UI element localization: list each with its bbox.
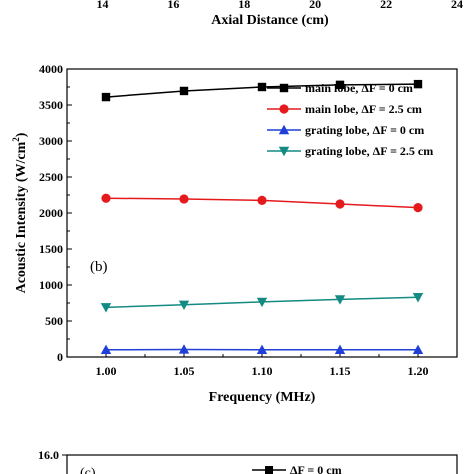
- top-x-tick-label: 14: [96, 0, 108, 11]
- data-point: [334, 344, 346, 354]
- bottom-legend-marker: [265, 466, 273, 474]
- y-tick-label: 1500: [39, 242, 63, 256]
- bottom-panel-strip: 16.0 (c) ΔF = 0 cm: [38, 448, 458, 474]
- legend-label: main lobe, ΔF = 0 cm: [305, 81, 413, 95]
- top-axis-xlabel: Axial Distance (cm): [211, 13, 329, 28]
- bottom-panel-label: (c): [80, 466, 96, 474]
- y-tick-label: 4000: [39, 62, 63, 76]
- series-2: [101, 193, 423, 213]
- top-x-tick-label: 18: [238, 0, 250, 11]
- data-point: [101, 193, 111, 203]
- legend: main lobe, ΔF = 0 cm main lobe, ΔF = 2.5 …: [267, 81, 433, 158]
- data-point: [179, 194, 189, 204]
- data-point: [413, 203, 423, 213]
- data-point: [335, 80, 345, 90]
- y-tick-label: 0: [57, 350, 63, 364]
- x-tick-label: 1.20: [408, 364, 429, 378]
- y-tick-label: 3500: [39, 98, 63, 112]
- series-4: [100, 293, 424, 313]
- y-tick-label: 1000: [39, 278, 63, 292]
- legend-label: grating lobe, ΔF = 2.5 cm: [305, 144, 433, 158]
- y-axis-label: Acoustic Intensity (W/cm2): [11, 132, 29, 293]
- legend-marker: [279, 83, 289, 93]
- top-x-tick-label: 16: [167, 0, 179, 11]
- bottom-legend-label: ΔF = 0 cm: [290, 463, 342, 474]
- bottom-plot-frame: [66, 454, 458, 474]
- top-x-tick-label: 24: [451, 0, 463, 11]
- y-axis-ticks: 0 500 1000 1500 2000 2500 3000 3500 4000: [39, 62, 72, 364]
- y-tick-label: 2500: [39, 170, 63, 184]
- data-point: [178, 344, 190, 354]
- legend-label: grating lobe, ΔF = 0 cm: [305, 123, 424, 137]
- data-point: [256, 297, 268, 308]
- data-point: [412, 293, 424, 303]
- legend-marker: [278, 124, 290, 135]
- data-point: [101, 92, 111, 102]
- data-point: [100, 344, 112, 354]
- data-point: [256, 344, 268, 354]
- bottom-y-tick-label: 16.0: [38, 448, 59, 462]
- series-3: [100, 344, 424, 354]
- legend-entry-1: main lobe, ΔF = 0 cm: [267, 81, 413, 95]
- x-axis-ticks: 1.00 1.05 1.10 1.15 1.20: [96, 352, 429, 378]
- data-point: [100, 303, 112, 313]
- x-axis-label: Frequency (MHz): [209, 390, 316, 405]
- y-tick-label: 3000: [39, 134, 63, 148]
- data-point: [413, 79, 423, 89]
- legend-label: main lobe, ΔF = 2.5 cm: [305, 102, 422, 116]
- legend-entry-2: main lobe, ΔF = 2.5 cm: [267, 102, 422, 116]
- x-tick-label: 1.05: [174, 364, 195, 378]
- data-point: [412, 344, 424, 354]
- y-tick-label: 2000: [39, 206, 63, 220]
- data-point: [257, 82, 267, 92]
- series-layer: [100, 79, 424, 354]
- top-x-tick-label: 22: [380, 0, 392, 11]
- legend-entry-3: grating lobe, ΔF = 0 cm: [267, 123, 424, 137]
- x-tick-label: 1.00: [96, 364, 117, 378]
- legend-marker: [279, 104, 289, 114]
- data-point: [178, 300, 190, 310]
- panel-label: (b): [90, 259, 108, 275]
- data-point: [179, 86, 189, 96]
- top-axis-ticks: 14 16 18 20 22 24: [96, 0, 463, 11]
- data-point: [334, 295, 346, 305]
- x-tick-label: 1.15: [330, 364, 351, 378]
- legend-marker: [278, 146, 290, 157]
- top-x-tick-label: 20: [309, 0, 321, 11]
- data-point: [257, 195, 267, 205]
- series-1: [101, 79, 423, 102]
- x-tick-label: 1.10: [252, 364, 273, 378]
- top-axis-strip: 14 16 18 20 22 24 Axial Distance (cm): [96, 0, 463, 28]
- legend-entry-4: grating lobe, ΔF = 2.5 cm: [267, 144, 433, 158]
- y-tick-label: 500: [45, 314, 63, 328]
- data-point: [335, 199, 345, 209]
